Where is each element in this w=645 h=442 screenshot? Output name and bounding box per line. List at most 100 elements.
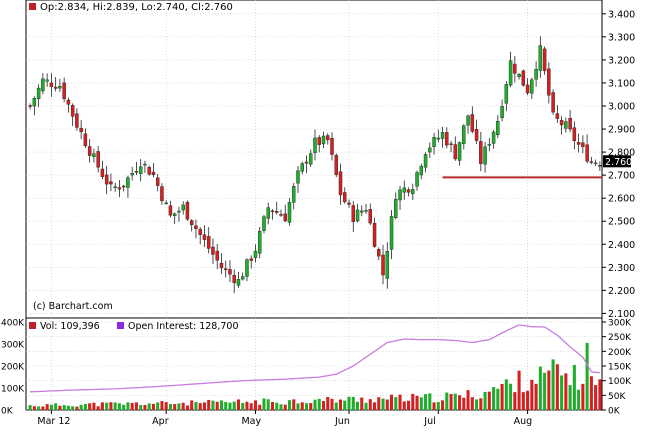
volume-bar — [117, 403, 121, 410]
candle-body — [300, 163, 304, 172]
volume-bar — [402, 401, 406, 410]
volume-bar — [304, 403, 309, 410]
volume-bar — [355, 401, 360, 410]
volume-bar — [109, 402, 113, 410]
candle-body — [232, 274, 236, 284]
candle-body — [151, 171, 156, 175]
volume-bar — [338, 399, 343, 410]
volume-bar — [334, 402, 338, 410]
volume-bar — [368, 399, 372, 410]
volume-bar — [270, 402, 275, 410]
volume-bar — [475, 399, 479, 410]
candle-body — [381, 254, 385, 276]
volume-bar — [215, 401, 219, 410]
candle-body — [415, 172, 419, 187]
volume-bar — [496, 388, 500, 410]
volume-bar — [466, 390, 470, 410]
volume-bar — [177, 403, 181, 410]
price-panel-frame — [25, 0, 603, 319]
candle-body — [223, 268, 228, 270]
copyright-text: (c) Barchart.com — [33, 301, 113, 312]
volume-bar — [390, 394, 394, 410]
candle-body — [474, 129, 479, 141]
candle-body — [423, 154, 428, 168]
volume-bar — [479, 398, 483, 410]
volume-bar — [394, 397, 398, 410]
candle-body — [36, 87, 41, 100]
candle-body — [432, 137, 436, 147]
volume-bar — [100, 402, 104, 410]
volume-bar — [326, 396, 330, 410]
candle-body — [402, 187, 407, 193]
candle-body — [117, 187, 122, 190]
candle-body — [517, 74, 521, 77]
volume-bar — [504, 379, 508, 410]
volume-bar — [317, 398, 321, 410]
candle-body — [41, 78, 45, 92]
candle-body — [559, 120, 564, 126]
candle-body — [164, 202, 168, 205]
volume-bar — [351, 396, 355, 410]
volume-bar — [92, 402, 96, 410]
candle-body — [189, 220, 194, 226]
candle-body — [334, 155, 338, 175]
candle-body — [547, 68, 551, 96]
volume-bar — [173, 404, 177, 410]
x-tick-label: Mar 12 — [37, 416, 70, 427]
candle-body — [326, 135, 330, 141]
volume-bar — [139, 405, 143, 410]
candle-body — [377, 249, 381, 257]
volume-bar — [560, 375, 564, 410]
volume-bar — [453, 393, 457, 410]
candle-body — [313, 137, 317, 153]
candle-body — [500, 106, 504, 119]
volume-bar — [194, 402, 198, 410]
volume-bar — [585, 342, 589, 410]
candle-body — [75, 113, 79, 128]
volume-bar — [32, 406, 36, 410]
candle-body — [28, 105, 32, 107]
volume-bar — [411, 393, 415, 410]
candle-body — [236, 279, 241, 286]
candle-body — [138, 166, 143, 174]
volume-bar — [555, 364, 559, 410]
volume-bar — [343, 400, 347, 410]
volume-left-tick-label: 0K — [1, 407, 14, 417]
volume-bar — [283, 404, 287, 410]
candle-body — [292, 186, 296, 203]
volume-bar — [313, 399, 317, 410]
last-price-label: 2.760 — [605, 157, 632, 168]
candle-body — [253, 250, 258, 258]
candles-group — [28, 36, 602, 294]
candle-body — [53, 86, 58, 89]
volume-bar — [66, 405, 70, 410]
volume-bar — [415, 395, 419, 410]
candle-body — [70, 105, 75, 117]
candle-body — [487, 144, 492, 146]
volume-left-tick-label: 100K — [1, 385, 25, 395]
price-tick-label: 2.700 — [608, 171, 635, 182]
candle-body — [147, 167, 151, 175]
volume-bar — [441, 400, 445, 410]
volume-bar — [492, 387, 496, 410]
volume-bar — [526, 390, 530, 410]
volume-bar — [49, 404, 53, 410]
oi-tick-label: 100K — [608, 377, 632, 387]
price-tick-label: 2.200 — [608, 286, 635, 297]
volume-bar — [275, 402, 279, 410]
candle-body — [355, 209, 360, 222]
oi-tick-label: 0K — [608, 407, 621, 417]
candle-body — [262, 216, 266, 231]
volume-bar — [105, 402, 109, 410]
volume-bar — [202, 402, 206, 410]
candle-body — [96, 151, 100, 168]
volume-bar — [160, 401, 164, 410]
candle-body — [343, 192, 347, 203]
volume-bar — [181, 402, 185, 410]
volume-bar — [547, 370, 551, 410]
oi-tick-label: 200K — [608, 348, 632, 358]
candle-body — [245, 259, 249, 277]
x-tick-label: May — [241, 416, 261, 427]
volume-bar — [385, 399, 389, 410]
